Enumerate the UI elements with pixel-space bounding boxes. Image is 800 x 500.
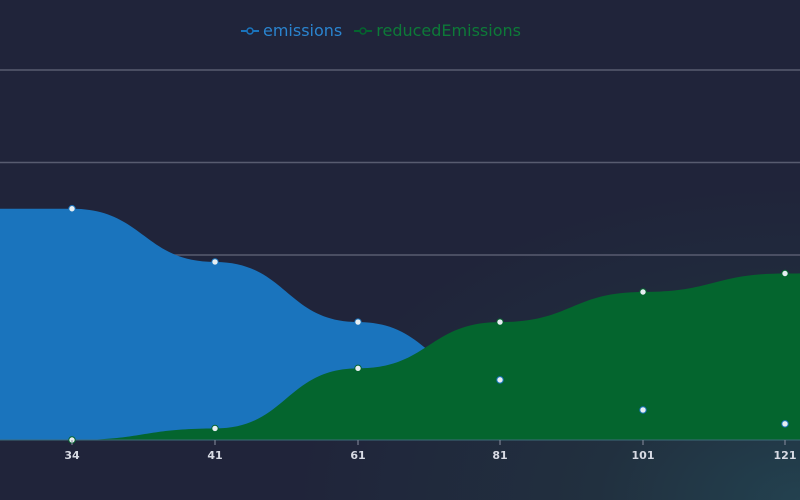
point-emissions[interactable] bbox=[781, 420, 789, 428]
point-reducedEmissions[interactable] bbox=[211, 424, 219, 433]
point-reducedEmissions[interactable] bbox=[496, 318, 504, 326]
area-reducedEmissions bbox=[0, 273, 800, 441]
x-tick-label: 81 bbox=[492, 449, 507, 462]
point-emissions[interactable] bbox=[211, 258, 219, 266]
x-tick-label: 101 bbox=[632, 449, 655, 462]
x-tick-label: 61 bbox=[350, 449, 365, 462]
legend-item-reducedEmissions[interactable]: reducedEmissions bbox=[354, 21, 521, 40]
x-tick-label: 41 bbox=[207, 449, 222, 462]
point-emissions[interactable] bbox=[496, 376, 504, 384]
legend-marker-icon bbox=[241, 26, 259, 35]
point-emissions[interactable] bbox=[354, 318, 362, 326]
x-tick-label: 34 bbox=[64, 449, 80, 462]
legend-marker-icon bbox=[354, 26, 373, 35]
legend-label: reducedEmissions bbox=[376, 21, 521, 40]
point-reducedEmissions[interactable] bbox=[781, 269, 789, 278]
area-emissions bbox=[0, 208, 800, 440]
point-emissions[interactable] bbox=[68, 205, 76, 213]
legend-label: emissions bbox=[263, 21, 343, 40]
chart-legend: emissions reducedEmissions bbox=[241, 21, 521, 40]
point-reducedEmissions[interactable] bbox=[639, 288, 647, 296]
x-tick-label: 121 bbox=[774, 449, 797, 462]
point-emissions[interactable] bbox=[639, 406, 647, 414]
point-reducedEmissions[interactable] bbox=[354, 364, 362, 373]
legend-item-emissions[interactable]: emissions bbox=[241, 21, 342, 40]
